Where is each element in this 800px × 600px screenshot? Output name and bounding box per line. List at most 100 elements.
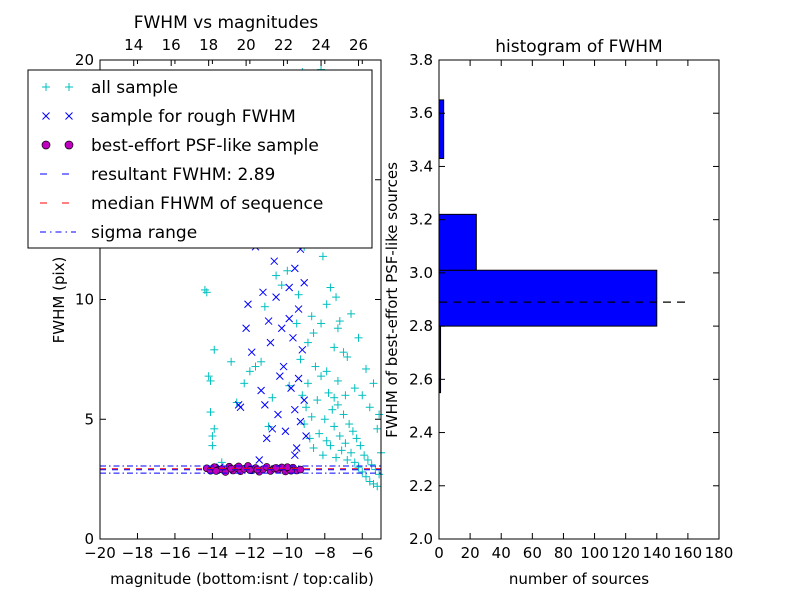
y-tick-label: 10 <box>75 291 94 309</box>
all-sample-point <box>352 434 361 443</box>
rough-fwhm-point <box>285 283 294 292</box>
all-sample-point <box>348 427 357 436</box>
all-sample-point <box>328 405 337 414</box>
all-sample-point <box>350 458 359 467</box>
all-sample-point <box>358 391 367 400</box>
rough-fwhm-point <box>302 432 310 440</box>
rough-fwhm-point <box>285 314 294 323</box>
all-sample-point <box>332 453 341 462</box>
all-sample-point <box>251 362 260 371</box>
all-sample-point <box>309 329 318 338</box>
legend-item: sigma range <box>40 223 197 243</box>
x-tick-label: 60 <box>523 544 542 562</box>
rough-fwhm-point <box>289 333 297 342</box>
rough-fwhm-point <box>290 264 299 273</box>
rough-fwhm-point <box>270 257 279 266</box>
all-sample-point <box>307 312 316 321</box>
x-tick-label: 140 <box>642 544 671 562</box>
all-sample-point <box>363 455 372 464</box>
rough-fwhm-point <box>292 444 301 452</box>
histogram-y-ticks: 2.0 2.2 2.4 2.6 2.8 3.0 3.2 3.4 3.6 3.8 <box>409 51 719 548</box>
all-sample-point <box>303 379 312 388</box>
rough-fwhm-point <box>244 300 252 309</box>
rough-fwhm-point <box>259 288 267 297</box>
all-sample-point <box>277 281 286 290</box>
y-tick-label: 3.2 <box>409 211 433 229</box>
y-tick-label: 20 <box>75 51 94 69</box>
all-sample-point <box>350 384 359 393</box>
all-sample-point <box>333 324 342 333</box>
all-sample-point <box>354 333 363 342</box>
rough-fwhm-point <box>274 410 282 419</box>
top-tick-label: 20 <box>237 36 256 54</box>
legend: all sample sample for rough FWHM best-effo… <box>27 69 373 249</box>
x-tick-label: 40 <box>492 544 511 562</box>
all-sample-point <box>240 379 249 388</box>
legend-label: resultant FWHM: 2.89 <box>91 165 275 185</box>
x-tick-label: −16 <box>159 544 191 562</box>
histogram-x-ticks: 0 20 40 60 80 100 120 140 160 180 <box>434 60 733 562</box>
all-sample-point <box>208 432 217 441</box>
y-tick-label: 2.2 <box>409 477 433 495</box>
top-tick-label: 26 <box>349 36 368 54</box>
all-sample-point <box>362 364 371 373</box>
legend-label: all sample <box>91 78 178 98</box>
all-sample-point <box>373 424 382 433</box>
all-sample-point <box>358 467 367 476</box>
all-sample-point <box>318 451 327 460</box>
legend-label: sigma range <box>91 223 197 243</box>
all-sample-point <box>330 422 339 431</box>
legend-label: best-effort PSF-like sample <box>91 136 319 156</box>
all-sample-point <box>296 355 305 364</box>
x-tick-label: −10 <box>272 544 304 562</box>
all-sample-point <box>337 446 346 455</box>
legend-marker <box>41 140 51 150</box>
legend-item: median FHWM of sequence <box>40 194 323 214</box>
all-sample-point <box>303 338 312 347</box>
all-sample-point <box>373 482 382 491</box>
all-sample-point <box>313 396 322 405</box>
all-sample-point <box>322 436 331 445</box>
all-sample-point <box>210 424 219 433</box>
all-sample-point <box>332 293 341 302</box>
legend-item: all sample <box>42 78 178 98</box>
x-tick-label: −18 <box>122 544 154 562</box>
rough-fwhm-point <box>262 434 271 443</box>
all-sample-point <box>283 266 292 275</box>
all-sample-point <box>206 408 215 417</box>
all-sample-point <box>268 393 277 402</box>
histogram-bar <box>438 213 477 271</box>
rough-fwhm-point <box>264 317 273 325</box>
all-sample-point <box>330 343 339 352</box>
legend-marker <box>65 112 73 120</box>
all-sample-point <box>343 352 352 361</box>
rough-fwhm-point <box>255 456 264 464</box>
all-sample-point <box>341 391 350 400</box>
histogram-bar <box>438 99 445 159</box>
all-sample-point <box>356 441 365 450</box>
all-sample-point <box>302 403 311 412</box>
rough-fwhm-point <box>247 348 256 357</box>
all-sample-point <box>339 410 348 419</box>
y-tick-label: 2.0 <box>409 530 433 548</box>
all-sample-point <box>365 403 374 412</box>
rough-fwhm-point <box>300 278 309 287</box>
histogram-bars <box>438 99 658 394</box>
all-sample-point <box>245 367 254 376</box>
histogram-panel: histogram of FWHM 0 20 40 60 80 100 120 140 160 1… <box>383 37 733 588</box>
all-sample-point <box>317 319 326 328</box>
rough-fwhm-point <box>294 374 303 383</box>
all-sample-point <box>326 283 335 292</box>
rough-fwhm-point <box>272 293 280 301</box>
rough-fwhm-point <box>266 338 275 347</box>
all-sample-point <box>322 367 331 376</box>
y-tick-label: 5 <box>84 410 94 428</box>
legend-label: sample for rough FWHM <box>91 107 296 127</box>
all-sample-point <box>354 463 363 472</box>
histogram-y-label: FWHM of best-effort PSF-like sources <box>383 162 401 438</box>
histogram-title: histogram of FWHM <box>495 37 662 57</box>
all-sample-point <box>333 400 342 409</box>
all-sample-point <box>330 393 339 402</box>
all-sample-point <box>362 472 371 481</box>
all-sample-point <box>360 451 369 460</box>
